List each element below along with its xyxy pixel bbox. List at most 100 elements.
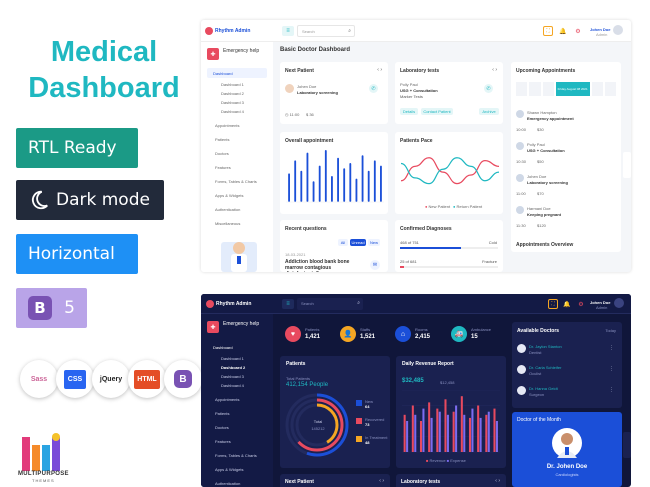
bell-icon[interactable]: 🔔 — [559, 28, 567, 35]
patient-name: Johen Doe — [297, 84, 317, 89]
sidebar-item-authentication[interactable]: Authentication — [215, 481, 241, 486]
sidebar-item-forms[interactable]: Forms, Tables & Charts — [215, 453, 257, 458]
patient-time-value: 11:00 — [289, 112, 300, 117]
donut-segment — [290, 398, 344, 452]
next-patient-title: Next Patient — [285, 68, 314, 74]
sidebar-item-dashboard4[interactable]: Dashboard 4 — [221, 383, 244, 388]
recent-questions-card: Recent questions All Unread New 18-03-20… — [280, 220, 388, 272]
appt-name: Johen Doe — [527, 174, 547, 179]
menu-toggle-icon[interactable]: ≡ — [282, 26, 294, 36]
sidebar-item-dashboard-active[interactable] — [207, 68, 267, 78]
heart-logo-icon — [206, 300, 214, 308]
doctor-name[interactable]: Dr. Hanna Geidt — [529, 386, 558, 391]
dark-app-title: Rhythm Admin — [216, 301, 252, 307]
sidebar-item-authentication[interactable]: Authentication — [215, 207, 241, 212]
chat-icon[interactable]: ✉ — [370, 260, 380, 270]
appt-desc: Keeping pregnant — [527, 212, 562, 217]
sidebar-item-doctors[interactable]: Doctors — [215, 425, 229, 430]
sidebar-item-dashboard1[interactable]: Dashboard 1 — [221, 356, 244, 361]
sidebar-item-doctors[interactable]: Doctors — [215, 151, 229, 156]
gear-icon[interactable]: ⚙ — [575, 28, 581, 35]
fullscreen-icon[interactable]: ⛶ — [543, 26, 553, 36]
sidebar-item-dashboard[interactable]: Dashboard — [213, 71, 233, 76]
legend-swatch-new — [356, 400, 362, 406]
avatar[interactable] — [614, 298, 624, 308]
revenue-legend: ■ Revenue ■ Expense — [426, 458, 466, 463]
revenue-title: Daily Revenue Report — [402, 361, 454, 367]
contact-patient-button[interactable]: Contact Patient — [421, 108, 453, 115]
sidebar-item-dashboard2[interactable]: Dashboard 2 — [221, 91, 244, 96]
sidebar-item-dashboard[interactable]: Dashboard — [213, 345, 233, 350]
sidebar-item-dashboard3[interactable]: Dashboard 3 — [221, 374, 244, 379]
sidebar-item-appointments[interactable]: Appointments — [215, 397, 240, 402]
sidebar-item-patients[interactable]: Patients — [215, 137, 230, 142]
settings-side-tab[interactable] — [623, 432, 631, 458]
tab-unread[interactable]: Unread — [350, 239, 366, 246]
sidebar-item-appointments[interactable]: Appointments — [215, 123, 240, 128]
more-icon[interactable]: ⋮ — [609, 345, 614, 351]
question-text[interactable]: Addiction blood bank bone marrow contagi… — [285, 259, 350, 272]
lab-phone-icon[interactable]: ✆ — [484, 84, 493, 93]
menu-toggle-icon[interactable]: ≡ — [282, 299, 294, 309]
tab-all[interactable]: All — [338, 239, 348, 246]
legend-swatch-recovered — [356, 418, 362, 424]
diagnosis-progress-track — [400, 266, 498, 268]
sidebar-item-apps[interactable]: Apps & Widgets — [215, 193, 244, 198]
appt-desc: Laboratory screening — [527, 180, 568, 185]
settings-side-tab[interactable] — [623, 152, 631, 178]
diagnosis-progress-fill — [400, 247, 461, 249]
pace-series-line — [401, 157, 499, 185]
bootstrap-icon: B — [28, 296, 52, 320]
search-input[interactable]: Search ⌕ — [297, 25, 355, 37]
sidebar-item-features[interactable]: Features — [215, 439, 231, 444]
patients-pace-card: Patients Pace ● New Patient ● Return Pat… — [395, 132, 503, 214]
appt-desc: Emergency appointment — [527, 116, 574, 121]
card-arrows-icon[interactable]: ‹ › — [495, 478, 500, 484]
phone-icon[interactable]: ✆ — [369, 84, 378, 93]
doctor-name[interactable]: Dr. Carla Schleifer — [529, 365, 562, 370]
avatar[interactable] — [613, 25, 623, 35]
card-arrows-icon[interactable]: ‹ › — [377, 67, 382, 73]
sidebar-item-dashboard3[interactable]: Dashboard 3 — [221, 100, 244, 105]
promo-title: Medical Dashboard — [14, 34, 194, 106]
pace-legend-return: ● Return Patient — [453, 204, 483, 209]
lab-arrows-icon[interactable]: ‹ › — [492, 67, 497, 73]
emergency-help[interactable]: Emergency help — [223, 48, 260, 54]
dark-sidebar — [201, 314, 273, 487]
more-icon[interactable]: ⋮ — [609, 387, 614, 393]
overall-bar — [318, 165, 321, 202]
details-button[interactable]: Details — [400, 108, 418, 115]
sidebar-item-dashboard4[interactable]: Dashboard 4 — [221, 109, 244, 114]
sidebar-item-misc[interactable]: Miscellaneous — [215, 221, 241, 226]
legend-label: New — [365, 399, 374, 404]
doctor-name[interactable]: Dr. Jaylon Stanton — [529, 344, 562, 349]
bell-icon[interactable]: 🔔 — [563, 301, 571, 308]
tab-new[interactable]: New — [368, 239, 380, 246]
dark-search-input[interactable]: Search ⌕ — [297, 298, 363, 310]
date-strip[interactable]: Friday August 08 2021 — [516, 82, 616, 96]
dark-mode-badge-label: Dark mode — [56, 190, 150, 210]
doctors-filter[interactable]: Today — [605, 328, 616, 333]
revenue-bar — [436, 408, 439, 452]
sidebar-item-dashboard1[interactable]: Dashboard 1 — [221, 82, 244, 87]
sidebar-item-patients[interactable]: Patients — [215, 411, 230, 416]
overall-bar — [337, 157, 339, 202]
gear-icon[interactable]: ⚙ — [578, 301, 584, 308]
revenue-bar — [406, 421, 409, 452]
fullscreen-icon[interactable]: ⛶ — [548, 299, 558, 309]
next-patient-card: Next Patient ‹ › Johen Doe Laboratory sc… — [280, 62, 388, 124]
sidebar-item-apps[interactable]: Apps & Widgets — [215, 467, 244, 472]
selected-date[interactable]: Friday August 08 2021 — [555, 82, 590, 96]
horizontal-badge: Horizontal — [16, 234, 138, 274]
card-arrows-icon[interactable]: ‹ › — [379, 478, 384, 484]
archive-button[interactable]: Archive — [479, 108, 499, 115]
diagnosis-progress-track — [400, 247, 498, 249]
sidebar-item-features[interactable]: Features — [215, 165, 231, 170]
dark-lab-tests-card: Laboratory tests ‹ › — [396, 474, 506, 487]
more-icon[interactable]: ⋮ — [609, 366, 614, 372]
sidebar-item-forms[interactable]: Forms, Tables & Charts — [215, 179, 257, 184]
dark-emergency-help[interactable]: Emergency help — [223, 321, 260, 327]
donut-center-value: 145212 — [311, 426, 325, 431]
sidebar-item-dashboard2[interactable]: Dashboard 2 — [221, 365, 246, 370]
patient-condition: Laboratory screening — [297, 90, 338, 95]
